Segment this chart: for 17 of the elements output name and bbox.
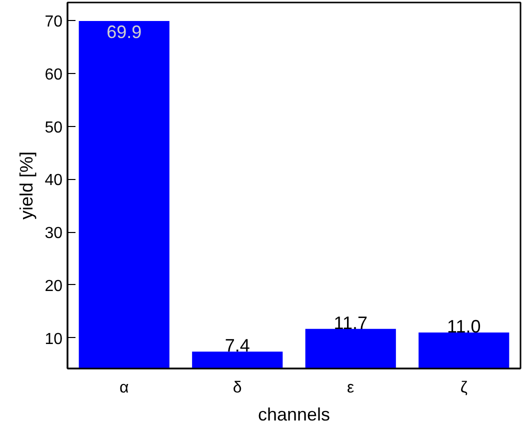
- x-tick-label: ζ: [460, 380, 468, 396]
- y-tick-label: 20: [44, 278, 63, 295]
- y-axis-title: yield [%]: [16, 151, 37, 220]
- y-tick-label: 30: [44, 225, 63, 242]
- x-tick-label: ε: [347, 380, 354, 396]
- y-tick-label: 50: [44, 119, 63, 136]
- data-label: 69.9: [106, 22, 142, 42]
- y-tick-label: 10: [44, 330, 63, 348]
- data-label: 11.0: [447, 316, 481, 337]
- data-label: 7.4: [224, 336, 250, 356]
- x-tick-label: α: [120, 380, 129, 396]
- y-tick-label: 70: [44, 13, 63, 30]
- data-label: 11.7: [334, 312, 368, 333]
- y-tick-label: 40: [44, 172, 63, 190]
- x-axis-title: channels: [258, 404, 330, 424]
- y-tick-label: 60: [44, 66, 63, 84]
- x-tick-label: δ: [232, 380, 242, 396]
